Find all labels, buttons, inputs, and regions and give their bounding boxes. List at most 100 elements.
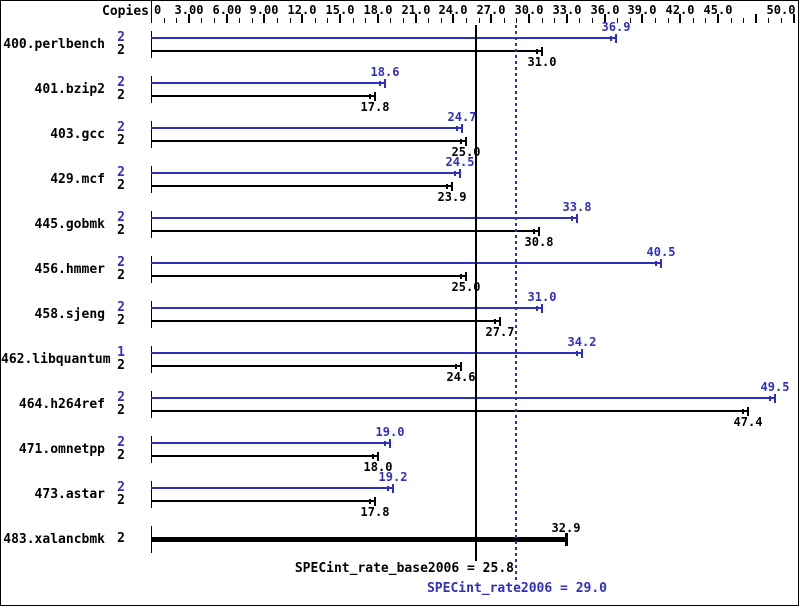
axis-minor-tick [554, 18, 555, 23]
copies-value: 2 [117, 358, 125, 373]
axis-major-tick [339, 14, 341, 23]
benchmark-label: 401.bzip2 [34, 82, 105, 97]
peak-result-bar [151, 307, 542, 309]
bar-error-tick [536, 306, 538, 311]
axis-minor-tick [315, 18, 316, 23]
copies-value: 2 [117, 493, 125, 508]
axis-tick-label: 18.0 [363, 3, 393, 17]
bar-endcap [581, 349, 583, 358]
copies-axis-title: Copies [102, 4, 149, 19]
base-result-bar [151, 50, 542, 52]
score-label: 32.9 [551, 521, 581, 535]
axis-tick-label: 36.0 [590, 3, 620, 17]
bar-endcap [774, 394, 776, 403]
score-label: 18.0 [363, 460, 393, 474]
bar-endcap [451, 182, 453, 191]
axis-tick-label: 24.0 [438, 3, 468, 17]
axis-major-tick [604, 14, 606, 23]
row-origin-tick [151, 301, 152, 328]
row-origin-tick [151, 481, 152, 508]
benchmark-label: 456.hmmer [34, 262, 105, 277]
base-result-bar [151, 455, 378, 457]
axis-minor-tick [290, 18, 291, 23]
score-label: 17.8 [360, 100, 390, 114]
row-origin-tick [151, 346, 152, 373]
score-label: 25.0 [451, 280, 481, 294]
base-result-bar [151, 320, 500, 322]
benchmark-label: 400.perlbench [3, 37, 105, 52]
axis-major-tick [263, 14, 265, 23]
axis-major-tick [188, 14, 190, 23]
copies-value: 2 [117, 448, 125, 463]
axis-major-tick [490, 14, 492, 23]
row-origin-tick [151, 211, 152, 238]
copies-value: 2 [117, 133, 125, 148]
benchmark-label: 458.sjeng [34, 307, 105, 322]
bar-error-tick [369, 94, 371, 99]
axis-minor-tick [403, 18, 404, 23]
bar-endcap [541, 304, 543, 313]
score-label: 23.9 [437, 190, 467, 204]
axis-major-tick [641, 14, 643, 23]
axis-tick-label: 9.00 [249, 3, 279, 17]
axis-minor-tick [214, 18, 215, 23]
axis-minor-tick [542, 18, 543, 23]
bar-endcap [499, 317, 501, 326]
axis-major-tick [793, 14, 795, 23]
bar-endcap [541, 47, 543, 56]
axis-minor-tick [327, 18, 328, 23]
axis-major-tick [679, 14, 681, 23]
score-label: 19.2 [378, 470, 408, 484]
score-label: 27.7 [485, 325, 515, 339]
bar-error-tick [571, 216, 573, 221]
row-origin-tick [151, 31, 152, 58]
score-label: 40.5 [646, 245, 676, 259]
axis-tick-label: 27.0 [476, 3, 506, 17]
bar-error-tick [742, 409, 744, 414]
score-label: 36.9 [601, 20, 631, 34]
axis-tick-label: 30.0 [514, 3, 544, 17]
copies-value: 2 [117, 120, 125, 135]
base-result-bar [151, 500, 375, 502]
copies-value: 2 [117, 300, 125, 315]
score-label: 30.8 [524, 235, 554, 249]
bar-endcap [465, 137, 467, 146]
axis-minor-tick [466, 18, 467, 23]
base-result-bar [151, 410, 748, 412]
base-result-bar [151, 365, 461, 367]
bar-endcap [384, 79, 386, 88]
row-origin-tick [151, 436, 152, 463]
peak-result-bar [151, 442, 390, 444]
score-label: 33.8 [562, 200, 592, 214]
axis-tick-label: 6.00 [212, 3, 242, 17]
copies-value: 2 [117, 178, 125, 193]
benchmark-label: 473.astar [34, 487, 105, 502]
score-label: 17.8 [360, 505, 390, 519]
bar-error-tick [369, 499, 371, 504]
axis-major-tick [377, 14, 379, 23]
bar-error-tick [536, 49, 538, 54]
bar-endcap [565, 533, 568, 546]
axis-minor-tick [201, 18, 202, 23]
peak-result-bar [151, 172, 460, 174]
axis-minor-tick [504, 18, 505, 23]
score-label: 24.5 [445, 155, 475, 169]
copies-value: 2 [117, 390, 125, 405]
copies-value: 1 [117, 345, 125, 360]
axis-minor-tick [390, 18, 391, 23]
copies-value: 2 [117, 403, 125, 418]
axis-tick-label: 33.0 [552, 3, 582, 17]
bar-endcap [465, 272, 467, 281]
peak-result-bar [151, 127, 462, 129]
bar-endcap [460, 362, 462, 371]
bar-endcap [538, 227, 540, 236]
axis-tick-label: 42.0 [665, 3, 695, 17]
bar-endcap [374, 497, 376, 506]
bar-error-tick [610, 36, 612, 41]
peak-mean-line [515, 25, 517, 581]
base-result-bar [151, 275, 466, 277]
peak-result-bar [151, 352, 582, 354]
peak-mean-label: SPECint_rate2006 = 29.0 [426, 581, 607, 596]
bar-endcap [660, 259, 662, 268]
base-result-bar [151, 95, 375, 97]
